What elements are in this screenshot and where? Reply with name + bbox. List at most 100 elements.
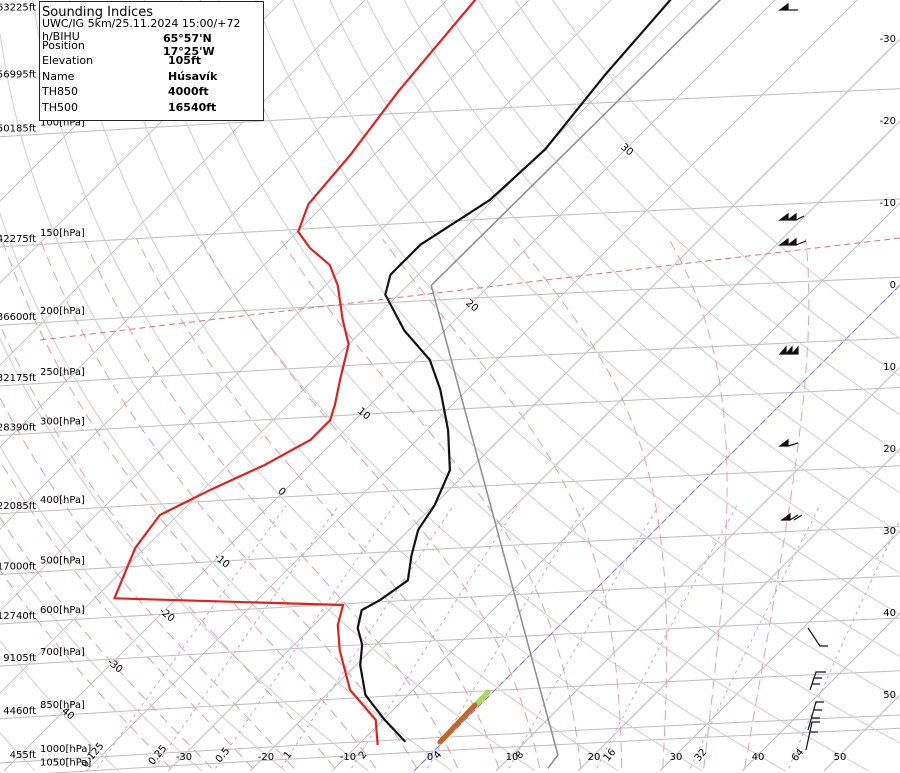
dry-adiabat bbox=[143, 0, 869, 772]
y-tick-label: 1000[hPa] bbox=[40, 744, 91, 755]
wind-barb bbox=[805, 721, 820, 751]
isotherm-tick bbox=[495, 366, 900, 772]
isobar bbox=[44, 727, 900, 773]
sounding-curve bbox=[113, 0, 477, 746]
reference-line bbox=[39, 237, 900, 341]
mixing-ratio-line bbox=[280, 505, 454, 769]
dry-adiabat bbox=[477, 0, 900, 416]
y-tick-label: 200[hPa] bbox=[40, 306, 85, 317]
isotherm-tick bbox=[167, 38, 900, 772]
isobar bbox=[0, 617, 900, 667]
isotherm bbox=[659, 530, 900, 772]
y-tick-label: 700[hPa] bbox=[40, 647, 85, 658]
wind-barb bbox=[778, 2, 798, 11]
x-tick-label-right: -20 bbox=[880, 116, 896, 127]
x-tick-label: 50 bbox=[834, 752, 847, 763]
altitude-label: 22085ft bbox=[0, 501, 36, 512]
x-tick-label: 30 bbox=[670, 752, 683, 763]
altitude-label: 9105ft bbox=[3, 653, 36, 664]
info-row: TH850 4000ft bbox=[42, 84, 263, 100]
dry-adiabat bbox=[329, 0, 900, 574]
x-tick-label-right: 0 bbox=[890, 280, 896, 291]
isobar bbox=[0, 714, 900, 764]
isotherm-tick bbox=[249, 120, 900, 772]
sounding-curve bbox=[430, 0, 722, 769]
dry-adiabat bbox=[0, 30, 536, 772]
dry-adiabat bbox=[0, 445, 286, 772]
x-tick-label: 10 bbox=[506, 752, 519, 763]
info-box: Sounding Indices UWC/IG 5km/25.11.2024 1… bbox=[39, 1, 264, 121]
moist-adiabat bbox=[0, 459, 254, 769]
mixing-ratio-label: 2 bbox=[357, 749, 370, 761]
dry-adiabat bbox=[551, 0, 900, 340]
isobar bbox=[0, 670, 900, 720]
isobar bbox=[0, 337, 900, 387]
mixing-ratio-line bbox=[153, 505, 339, 769]
dry-adiabat bbox=[0, 545, 202, 772]
y-tick-label: 300[hPa] bbox=[40, 417, 85, 428]
moist-adiabat bbox=[382, 238, 623, 769]
curves bbox=[113, 0, 722, 769]
adiabat-label: 30 bbox=[618, 142, 635, 159]
info-key: Name bbox=[42, 69, 75, 83]
isotherm bbox=[167, 38, 900, 772]
isotherm bbox=[0, 0, 694, 694]
info-key: TH500 bbox=[42, 100, 78, 114]
sounding-curve bbox=[356, 0, 672, 743]
moist-adiabat bbox=[1, 238, 377, 769]
y-tick-label: 850[hPa] bbox=[40, 700, 85, 711]
isotherm bbox=[85, 0, 858, 772]
y-tick-label: 100[hPa] bbox=[40, 118, 85, 129]
moist-adiabat bbox=[744, 238, 810, 769]
altitude-label: 4460ft bbox=[3, 706, 36, 717]
mixing-ratio-label: 1 bbox=[282, 749, 295, 761]
dry-adiabat bbox=[440, 0, 900, 454]
moist-adiabat bbox=[83, 238, 459, 769]
dry-adiabat bbox=[366, 0, 900, 534]
moist-adiabat bbox=[200, 238, 541, 769]
isotherm bbox=[0, 0, 448, 448]
dry-adiabat bbox=[403, 0, 900, 494]
x-tick-label-right: -30 bbox=[880, 34, 896, 45]
adiabat-label: 10 bbox=[355, 406, 372, 423]
isotherm bbox=[0, 0, 366, 366]
moist-adiabat bbox=[136, 238, 500, 769]
moist-adiabat bbox=[39, 238, 418, 769]
dry-adiabat bbox=[218, 0, 900, 700]
wind-barb bbox=[807, 701, 824, 731]
info-row: Elevation 105ft bbox=[42, 53, 263, 69]
info-row: Position 65°57'N 17°25'W bbox=[42, 32, 263, 58]
isotherm bbox=[577, 448, 900, 772]
y-tick-label: 500[hPa] bbox=[40, 555, 85, 566]
dry-adiabat bbox=[514, 0, 900, 377]
y-tick-label: 250[hPa] bbox=[40, 367, 85, 378]
x-tick-label: 20 bbox=[588, 752, 601, 763]
x-tick-label-right: 20 bbox=[883, 444, 896, 455]
wind-barb bbox=[809, 671, 826, 691]
mixing-ratio-line bbox=[689, 505, 821, 769]
wind-barb bbox=[778, 438, 799, 447]
wind-barb bbox=[778, 212, 805, 221]
info-key: TH850 bbox=[42, 85, 78, 99]
wind-barb bbox=[807, 627, 828, 647]
info-key: Position bbox=[42, 38, 85, 52]
altitude-label: 42275ft bbox=[0, 234, 36, 245]
altitude-label: 455ft bbox=[10, 750, 36, 761]
moist-adiabat bbox=[0, 396, 295, 769]
info-row: TH500 16540ft bbox=[42, 100, 263, 116]
altitude-label: 50185ft bbox=[0, 124, 36, 135]
x-tick-label-right: 30 bbox=[883, 526, 896, 537]
mixing-ratio-line bbox=[215, 505, 395, 769]
dry-adiabat bbox=[292, 0, 900, 616]
mixing-ratio-label: 32 bbox=[693, 747, 710, 764]
info-value: 65°57'N 17°25'W bbox=[163, 32, 215, 59]
x-tick-label-right: 40 bbox=[883, 608, 896, 619]
isotherm-tick bbox=[413, 284, 900, 772]
isobar bbox=[0, 88, 900, 138]
x-tick-label: 40 bbox=[752, 752, 765, 763]
mixing-ratio-line bbox=[351, 505, 518, 769]
y-tick-label: 1050[hPa] bbox=[40, 757, 91, 768]
mixing-ratio-line bbox=[508, 505, 659, 769]
isotherm bbox=[741, 612, 900, 772]
